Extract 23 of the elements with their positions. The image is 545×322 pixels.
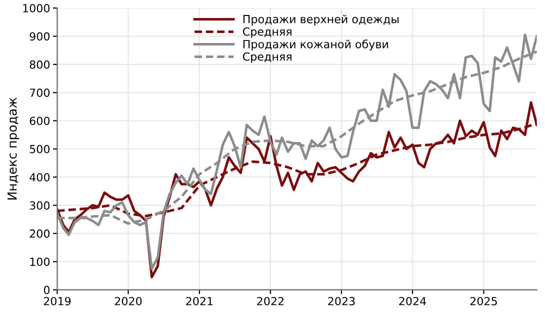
- x-tick-label: 2020: [114, 296, 142, 306]
- x-tick-label: 2024: [399, 296, 426, 306]
- y-tick-label: 1000: [23, 4, 50, 12]
- x-tick-label: 2023: [328, 296, 355, 306]
- y-tick-label: 400: [30, 173, 50, 182]
- y-tick-label: 100: [30, 258, 50, 266]
- y-tick-label: 600: [30, 116, 50, 126]
- y-tick-label: 0: [44, 286, 50, 294]
- y-tick-label: 300: [30, 201, 50, 210]
- y-tick-label: 200: [30, 229, 50, 238]
- y-tick-label: 500: [30, 144, 50, 154]
- y-tick-label: 800: [30, 60, 50, 69]
- x-tick-label: 2021: [186, 296, 213, 306]
- x-tick-label: 2025: [470, 296, 497, 306]
- y-tick-label: 900: [30, 32, 50, 41]
- legend-label: Средняя: [242, 27, 292, 38]
- x-tick-label: 2022: [257, 296, 284, 306]
- y-axis-title: Индекс продаж: [8, 98, 20, 200]
- legend-label: Продажи верхней одежды: [243, 14, 398, 26]
- x-tick-label: 2019: [44, 296, 71, 306]
- legend-label: Продажи кожаной обуви: [243, 40, 388, 50]
- y-tick-label: 700: [30, 88, 50, 97]
- legend-label: Средняя: [242, 52, 292, 63]
